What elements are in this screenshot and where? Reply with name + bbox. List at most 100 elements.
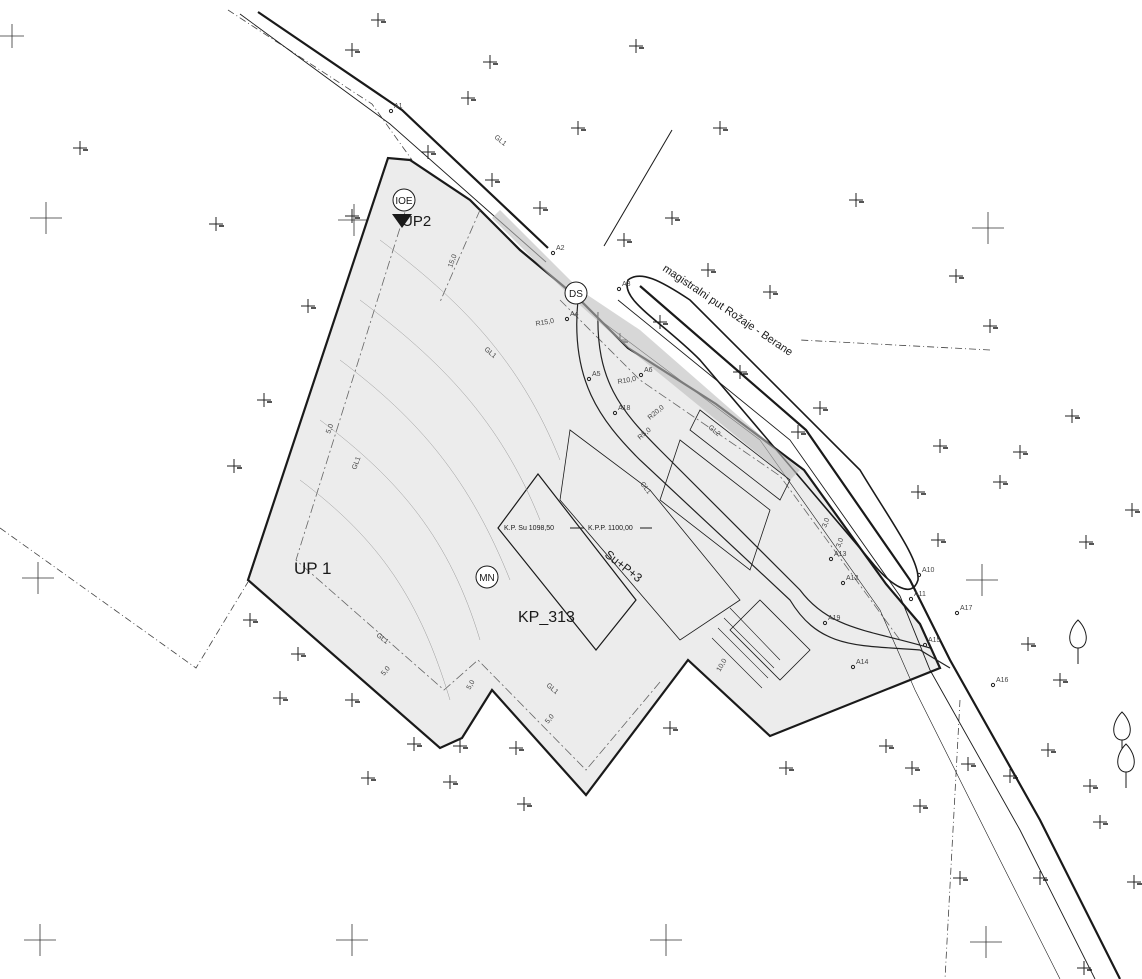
terrain-point-cross [849, 193, 863, 207]
terrain-point-tag [417, 745, 422, 747]
terrain-point-cross [571, 121, 585, 135]
terrain-point-tag [743, 373, 748, 375]
terrain-point-tag [581, 129, 586, 131]
dimension-label: 5,0 [466, 679, 477, 691]
terrain-point-tag [493, 63, 498, 65]
parcel-up1-boundary [246, 156, 942, 797]
terrain-point-cross [485, 173, 499, 187]
terrain-point-cross [517, 797, 531, 811]
terrain-point-tag [1023, 453, 1028, 455]
terrain-point-tag [663, 323, 668, 325]
terrain-point-cross [301, 299, 315, 313]
elevation-p-label: K.P.P. 1100,00 [588, 525, 633, 532]
terrain-point-cross [345, 693, 359, 707]
terrain-point-tag [253, 621, 258, 623]
terrain-point-tag [941, 541, 946, 543]
terrain-point-cross [73, 141, 87, 155]
terrain-point-cross [701, 263, 715, 277]
survey-point-marker [638, 372, 644, 378]
terrain-point-cross [509, 741, 523, 755]
dimension-label: 15,0 [447, 253, 458, 268]
terrain-point-tag [471, 99, 476, 101]
terrain-point-tag [237, 467, 242, 469]
terrain-point-cross [461, 91, 475, 105]
terrain-point-tag [1051, 751, 1056, 753]
terrain-point-tag [1103, 823, 1108, 825]
terrain-point-tag [283, 699, 288, 701]
survey-point-marker [916, 572, 922, 578]
terrain-point-tag [801, 433, 806, 435]
survey-point-marker [822, 620, 828, 626]
terrain-point-cross [911, 485, 925, 499]
terrain-point-cross [913, 799, 927, 813]
survey-point-label: A14 [856, 659, 869, 666]
terrain-point-cross [1127, 875, 1141, 889]
building-line-label: GL1 [351, 456, 362, 471]
survey-point-marker [550, 250, 556, 256]
terrain-point-tag [453, 783, 458, 785]
dimension-label: R10,0 [617, 376, 637, 386]
terrain-point-cross [905, 761, 919, 775]
dimension-label: 3,0 [821, 517, 831, 529]
terrain-point-cross [1083, 779, 1097, 793]
terrain-point-tag [673, 729, 678, 731]
terrain-point-tag [355, 217, 360, 219]
terrain-point-cross [257, 393, 271, 407]
dimension-label: 5,0 [325, 423, 335, 435]
survey-point-marker [954, 610, 960, 616]
tree-icon [1069, 619, 1087, 664]
survey-point-label: A4 [570, 311, 579, 318]
terrain-point-cross [453, 739, 467, 753]
neighbour-boundaries [0, 9, 991, 979]
plot-up2-label: UP2 [402, 213, 431, 230]
building-footprints [497, 409, 811, 689]
terrain-point-cross [209, 217, 223, 231]
survey-point-label: A13 [834, 551, 847, 558]
terrain-point-cross [953, 871, 967, 885]
survey-point-marker [922, 642, 928, 648]
survey-point-label: A11 [914, 591, 926, 598]
survey-point-marker [990, 682, 996, 688]
terrain-point-cross [443, 775, 457, 789]
terrain-point-cross [1079, 535, 1093, 549]
terrain-point-cross [243, 613, 257, 627]
terrain-point-tag [823, 409, 828, 411]
survey-point-label: A12 [846, 575, 859, 582]
terrain-point-tag [355, 701, 360, 703]
terrain-point-tag [1063, 681, 1068, 683]
terrain-point-tag [627, 241, 632, 243]
terrain-point-tag [943, 447, 948, 449]
survey-point-label: A15 [928, 637, 941, 644]
dimension-label: 5,0 [380, 665, 392, 677]
access-strip [492, 210, 800, 480]
terrain-point-tag [1087, 969, 1092, 971]
survey-point-label: A17 [960, 605, 973, 612]
terrain-point-tag [993, 327, 998, 329]
terrain-point-tag [463, 747, 468, 749]
terrain-point-tag [301, 655, 306, 657]
terrain-point-tag [431, 153, 436, 155]
terrain-point-tag [773, 293, 778, 295]
dimension-label: R15,0 [535, 318, 555, 328]
building-lines [295, 195, 901, 771]
terrain-point-tag [83, 149, 88, 151]
terrain-point-tag [971, 765, 976, 767]
point-labels: A1 A2 A3 A4 A5 A6 A10 A11 A12 A13 A14 A15 A16 A17 A18 A… [388, 103, 1009, 688]
survey-point-label: A10 [922, 567, 935, 574]
terrain-point-tag [527, 805, 532, 807]
plot-up1-label: UP 1 [294, 559, 332, 578]
zone-ioe-circle [392, 188, 416, 212]
terrain-point-tag [921, 493, 926, 495]
terrain-point-tag [923, 807, 928, 809]
terrain-point-tag [1003, 483, 1008, 485]
terrain-point-cross [653, 315, 667, 329]
terrain-point-tag [963, 879, 968, 881]
terrain-point-cross [1013, 445, 1027, 459]
terrain-point-tag [519, 749, 524, 751]
terrain-point-tag [1031, 645, 1036, 647]
terrain-point-cross [629, 39, 643, 53]
terrain-point-cross [993, 475, 1007, 489]
terrain-point-cross [617, 233, 631, 247]
terrain-point-cross [933, 439, 947, 453]
